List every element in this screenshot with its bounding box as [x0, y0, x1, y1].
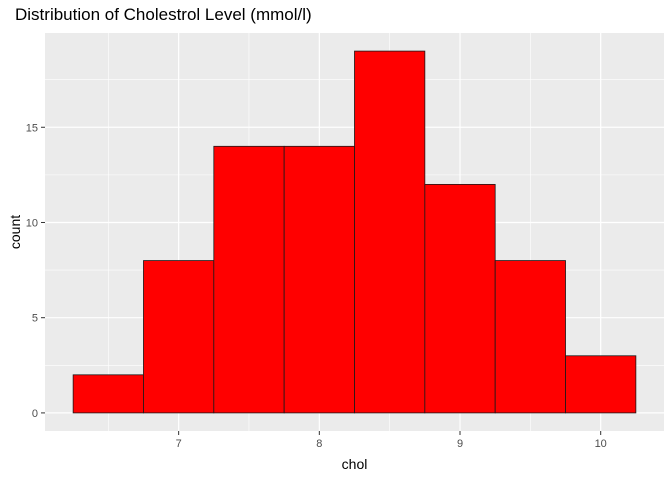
- x-axis: 7 8 9 10: [176, 431, 607, 450]
- histogram-bar: [143, 260, 215, 414]
- histogram-bar: [213, 145, 285, 414]
- x-tick-label: 8: [316, 438, 322, 450]
- x-axis-title: chol: [342, 456, 368, 472]
- histogram-bar: [494, 260, 566, 414]
- histogram-bar: [424, 183, 496, 414]
- x-tick-label: 10: [595, 438, 607, 450]
- histogram-bar: [565, 355, 637, 414]
- y-tick-label: 5: [32, 313, 38, 325]
- histogram-bar: [354, 50, 426, 414]
- histogram-bar: [283, 145, 355, 414]
- histogram-bar: [72, 374, 144, 414]
- y-axis: 0 5 10 15: [26, 122, 45, 420]
- x-tick-label: 7: [176, 438, 182, 450]
- y-tick-label: 15: [26, 122, 38, 134]
- histogram-bars: [72, 50, 637, 414]
- y-axis-title: count: [7, 215, 23, 249]
- y-tick-label: 0: [32, 408, 38, 420]
- x-tick-label: 9: [457, 438, 463, 450]
- chart-title: Distribution of Cholestrol Level (mmol/l…: [15, 5, 312, 24]
- y-tick-label: 10: [26, 217, 38, 229]
